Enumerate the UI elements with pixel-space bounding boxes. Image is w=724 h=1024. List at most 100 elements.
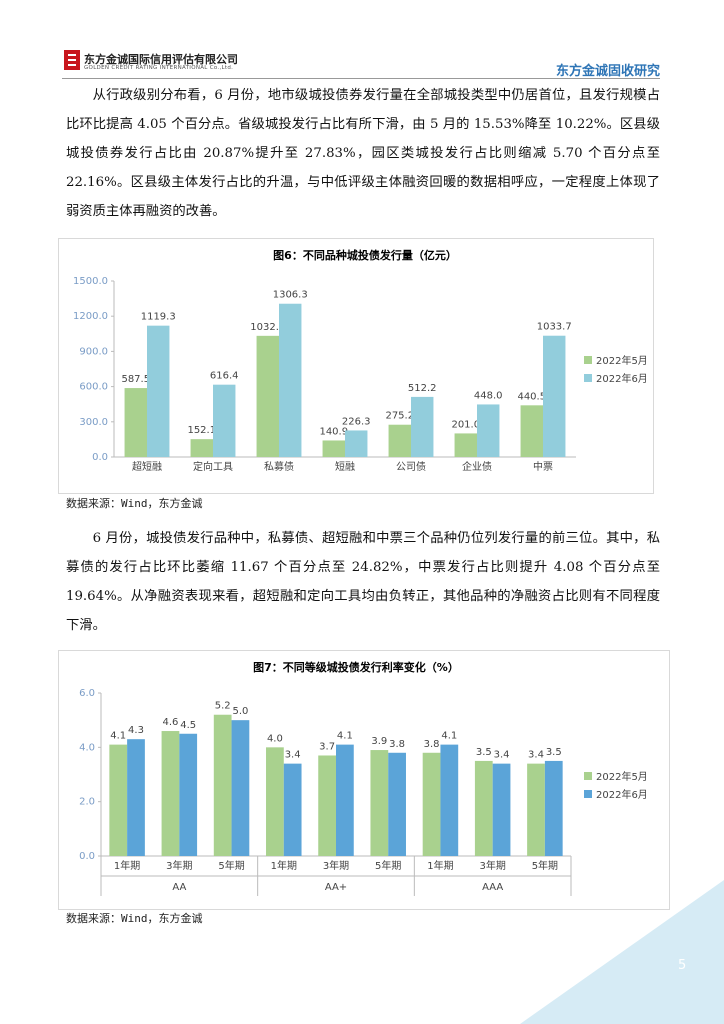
data-label: 5.2 <box>215 701 231 712</box>
data-label: 4.1 <box>441 731 457 742</box>
bar <box>543 335 566 457</box>
data-label: 4.3 <box>128 725 144 736</box>
bar <box>179 733 198 856</box>
y-tick-label: 900.0 <box>79 346 108 357</box>
legend-swatch <box>584 772 592 780</box>
legend-label: 2022年5月 <box>596 354 648 367</box>
x-tick-label: 公司债 <box>396 460 426 473</box>
x-tick-label: 3年期 <box>166 859 192 872</box>
bar <box>283 763 302 856</box>
data-label: 4.0 <box>267 733 283 744</box>
paragraph: 6 月份，城投债发行品种中，私募债、超短融和中票三个品种仍位列发行量的前三位。其… <box>66 531 660 633</box>
bar <box>190 439 213 457</box>
y-tick-label: 0.0 <box>79 851 95 862</box>
bar <box>336 744 354 856</box>
data-label: 3.7 <box>319 741 335 752</box>
bar <box>147 325 170 457</box>
group-label: AA+ <box>325 882 347 893</box>
y-tick-label: 1500.0 <box>73 276 108 287</box>
company-name: 东方金诚国际信用评估有限公司 <box>84 53 238 66</box>
bar <box>161 731 180 856</box>
y-tick-label: 2.0 <box>79 797 95 808</box>
data-label: 275.2 <box>385 411 414 422</box>
y-tick-label: 600.0 <box>79 382 108 393</box>
header-rule <box>62 78 660 79</box>
x-tick-label: 3年期 <box>323 859 349 872</box>
data-label: 3.8 <box>424 739 440 750</box>
x-tick-label: 私募债 <box>264 460 294 473</box>
paragraph: 从行政级别分布看，6 月份，地市级城投债券发行量在全部城投类型中仍居首位，且发行… <box>66 88 660 219</box>
bar <box>520 405 543 457</box>
bar <box>388 752 406 856</box>
data-label: 4.1 <box>110 731 126 742</box>
bar <box>422 752 441 856</box>
bar <box>213 714 232 856</box>
legend-label: 2022年5月 <box>596 770 648 783</box>
bar <box>213 384 236 457</box>
y-tick-label: 0.0 <box>92 452 108 463</box>
x-tick-label: 短融 <box>335 460 355 473</box>
logo-icon <box>64 50 80 70</box>
data-label: 4.5 <box>180 720 196 731</box>
data-label: 512.2 <box>408 383 437 394</box>
group-label: AA <box>172 882 186 893</box>
x-tick-label: 1年期 <box>114 859 140 872</box>
data-label: 3.5 <box>546 747 562 758</box>
bar <box>109 744 128 856</box>
data-label: 152.1 <box>187 425 216 436</box>
data-label: 3.4 <box>285 750 301 761</box>
legend-label: 2022年6月 <box>596 372 648 385</box>
bar <box>477 404 500 457</box>
page-number: 5 <box>678 958 687 973</box>
x-tick-label: 定向工具 <box>193 460 233 473</box>
bar <box>124 388 147 457</box>
data-label: 1306.3 <box>273 290 308 301</box>
x-tick-label: 3年期 <box>479 859 505 872</box>
corner-decoration <box>520 880 724 1024</box>
data-label: 1032.7 <box>250 322 285 333</box>
y-tick-label: 4.0 <box>79 742 95 753</box>
bar <box>318 755 336 856</box>
data-label: 440.5 <box>517 391 546 402</box>
bar <box>127 739 145 856</box>
data-label: 5.0 <box>232 706 248 717</box>
source: 数据来源：Wind，东方金诚 <box>66 912 203 925</box>
data-label: 3.9 <box>371 736 387 747</box>
bar <box>279 303 302 457</box>
data-label: 3.5 <box>476 747 492 758</box>
data-label: 1119.3 <box>141 312 176 323</box>
chart-title: 图6：不同品种城投债发行量（亿元） <box>273 248 457 262</box>
bar <box>492 763 511 856</box>
x-tick-label: 5年期 <box>532 859 558 872</box>
bar <box>411 396 434 457</box>
legend-swatch <box>584 356 592 364</box>
data-label: 4.6 <box>163 717 179 728</box>
bar <box>322 440 345 457</box>
group-label: AAA <box>482 882 503 893</box>
data-label: 201.0 <box>451 419 480 430</box>
bar <box>388 424 411 457</box>
legend-swatch <box>584 374 592 382</box>
data-label: 226.3 <box>342 416 371 427</box>
bar <box>256 335 279 457</box>
data-label: 448.0 <box>474 390 503 401</box>
x-tick-label: 5年期 <box>375 859 401 872</box>
y-tick-label: 6.0 <box>79 688 95 699</box>
data-label: 587.5 <box>121 374 150 385</box>
legend-label: 2022年6月 <box>596 788 648 801</box>
data-label: 1033.7 <box>537 322 572 333</box>
data-label: 616.4 <box>210 371 239 382</box>
bar <box>345 430 368 457</box>
chart: 图6：不同品种城投债发行量（亿元） 0.0 300.0 600.0 900.0 1200.… <box>58 238 654 494</box>
x-tick-label: 1年期 <box>427 859 453 872</box>
data-label: 3.4 <box>528 750 544 761</box>
bar <box>440 744 459 856</box>
bar <box>231 720 250 856</box>
data-label: 140.9 <box>319 426 348 437</box>
bar <box>454 433 477 457</box>
x-tick-label: 中票 <box>533 460 553 473</box>
bar <box>266 747 284 856</box>
x-tick-label: 企业债 <box>462 460 492 473</box>
